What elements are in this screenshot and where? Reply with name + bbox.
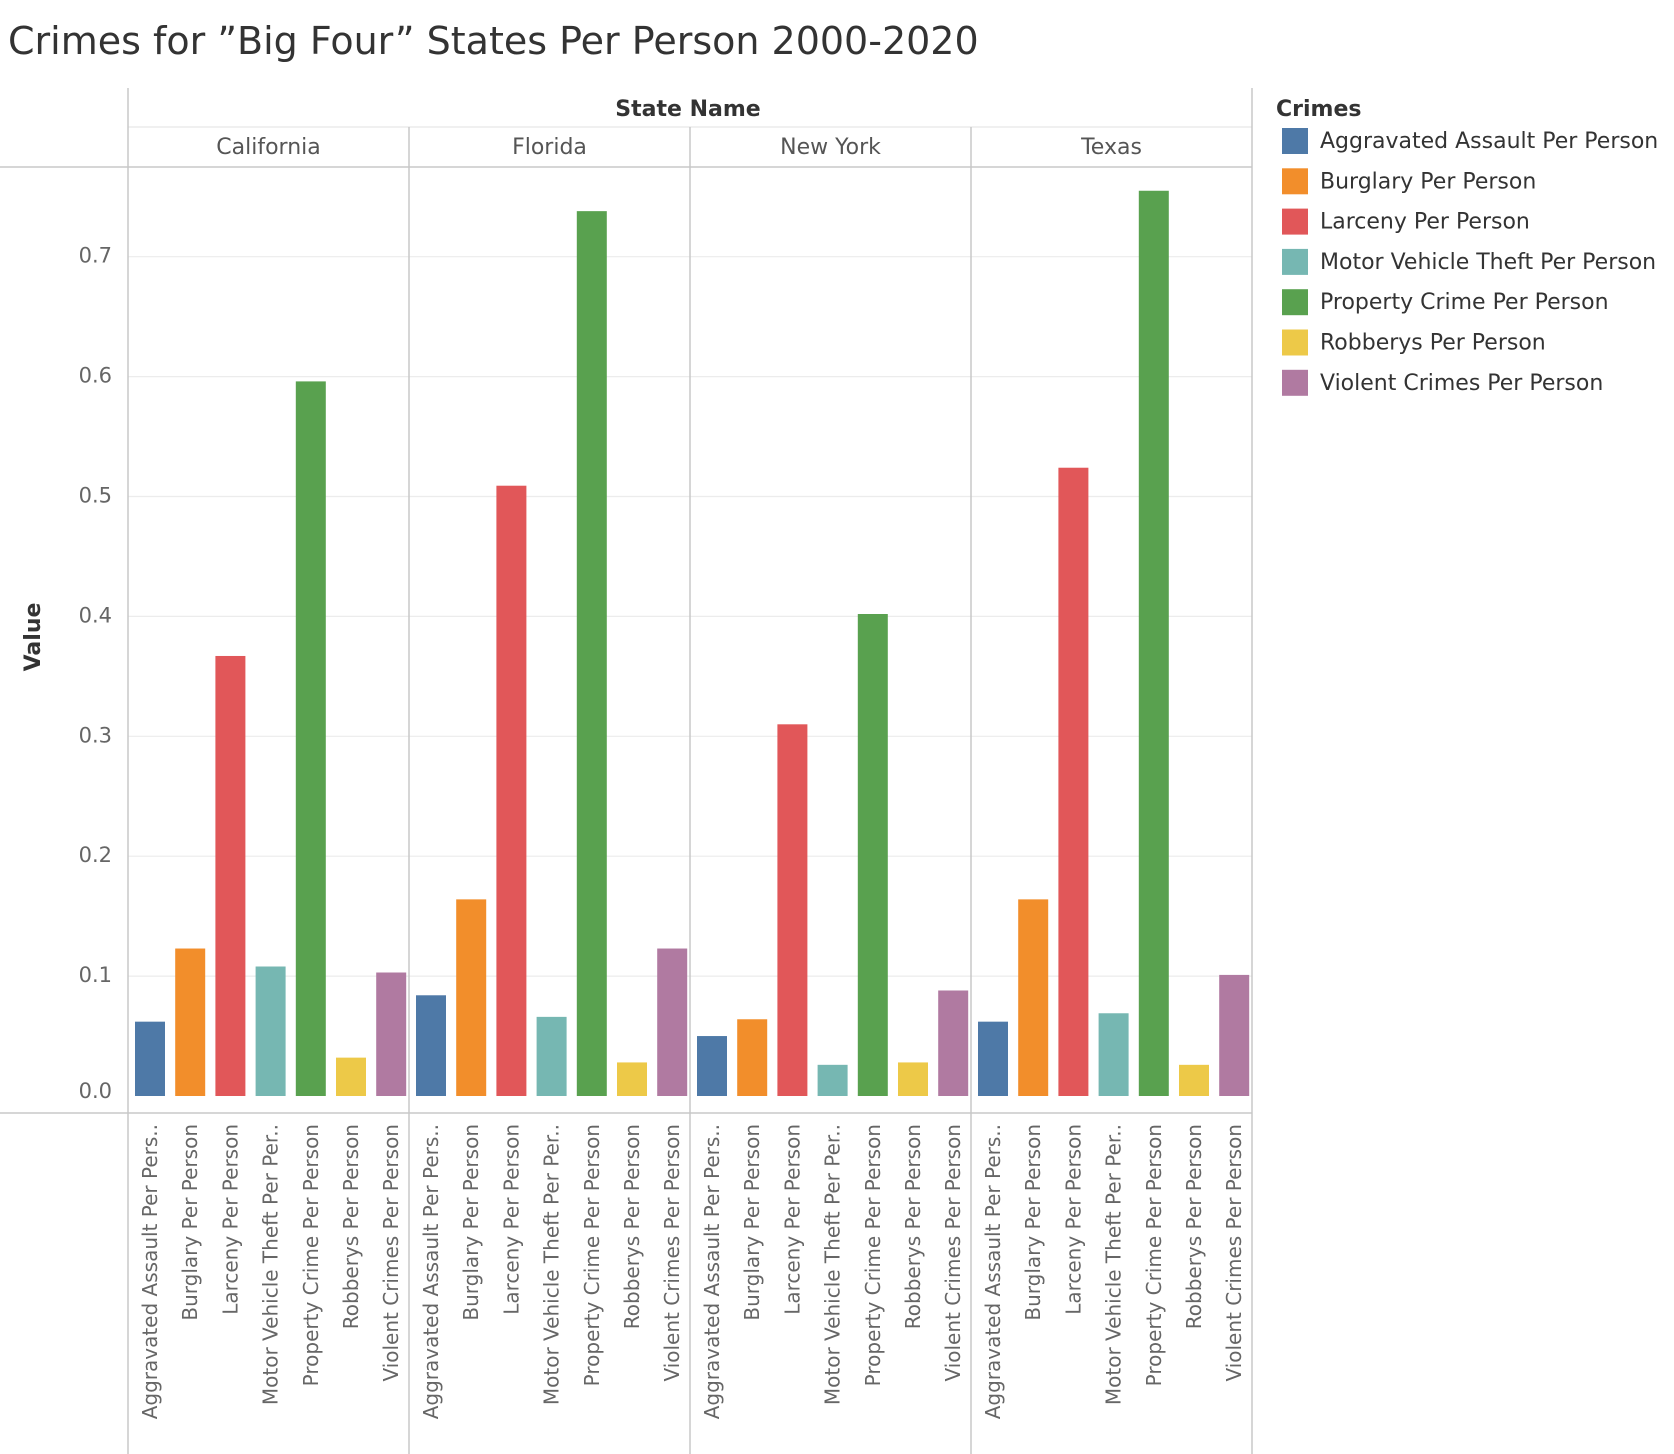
category-label: Robberys Per Person (620, 1124, 644, 1329)
panel-label-florida: Florida (512, 135, 587, 160)
category-label: Aggravated Assault Per Pers.. (419, 1124, 443, 1419)
y-tick-label: 0.5 (79, 484, 112, 508)
category-label: Robberys Per Person (901, 1124, 925, 1329)
bar-new-york-aggravated-assault-per-person (697, 1036, 727, 1096)
bar-texas-motor-vehicle-theft-per-person (1098, 1013, 1129, 1096)
bar-florida-robberys-per-person (617, 1062, 647, 1096)
legend-title: Crimes (1276, 97, 1361, 122)
y-axis-title: Value (21, 603, 46, 672)
panel-label-california: California (216, 135, 320, 160)
legend-label-motor-vehicle-theft-per-person: Motor Vehicle Theft Per Person (1320, 250, 1656, 275)
bars (135, 190, 1250, 1097)
bar-florida-aggravated-assault-per-person (416, 995, 446, 1096)
bar-new-york-property-crime-per-person (857, 614, 888, 1096)
bar-california-larceny-per-person (215, 655, 246, 1096)
column-header: State Name (615, 97, 760, 122)
category-label: Property Crime Per Person (1142, 1124, 1166, 1386)
bar-california-violent-crimes-per-person (376, 972, 407, 1096)
category-label: Aggravated Assault Per Pers.. (700, 1124, 724, 1419)
category-label: Property Crime Per Person (861, 1124, 885, 1386)
panel-label-texas: Texas (1080, 135, 1142, 160)
panel-frames (0, 88, 1253, 1454)
legend-swatch-aggravated-assault-per-person (1282, 128, 1308, 154)
category-label: Larceny Per Person (218, 1124, 242, 1315)
legend-label-robberys-per-person: Robberys Per Person (1320, 331, 1546, 356)
category-label: Larceny Per Person (780, 1124, 804, 1315)
category-label: Violent Crimes Per Person (941, 1124, 965, 1382)
chart-title: Crimes for ”Big Four” States Per Person … (8, 19, 979, 63)
legend-label-violent-crimes-per-person: Violent Crimes Per Person (1320, 371, 1603, 396)
category-label: Burglary Per Person (178, 1124, 202, 1321)
category-label: Aggravated Assault Per Pers.. (138, 1124, 162, 1419)
category-label: Robberys Per Person (339, 1124, 363, 1329)
legend-label-property-crime-per-person: Property Crime Per Person (1320, 290, 1609, 315)
legend-label-burglary-per-person: Burglary Per Person (1320, 169, 1536, 194)
bar-new-york-larceny-per-person (777, 724, 808, 1096)
legend-swatch-robberys-per-person (1282, 329, 1308, 356)
bar-new-york-robberys-per-person (898, 1062, 928, 1096)
y-tick-label: 0.3 (79, 723, 112, 747)
y-axis-ticks: 0.0 0.1 0.2 0.3 0.4 0.5 0.6 0.7 (79, 244, 112, 1103)
y-tick-label: 0.4 (79, 603, 112, 627)
bar-texas-burglary-per-person (1018, 899, 1049, 1096)
legend-swatch-property-crime-per-person (1282, 289, 1308, 316)
bar-texas-aggravated-assault-per-person (978, 1021, 1008, 1096)
category-label: Property Crime Per Person (299, 1124, 323, 1386)
bar-new-york-motor-vehicle-theft-per-person (817, 1064, 848, 1096)
panel-label-new-york: New York (780, 135, 881, 160)
bar-florida-property-crime-per-person (576, 211, 607, 1096)
category-label: Burglary Per Person (740, 1124, 764, 1321)
y-tick-label: 0.0 (79, 1079, 112, 1103)
bar-california-motor-vehicle-theft-per-person (255, 966, 286, 1096)
bar-new-york-burglary-per-person (737, 1019, 768, 1096)
category-label: Property Crime Per Person (580, 1124, 604, 1386)
category-label: Motor Vehicle Theft Per Per.. (821, 1124, 845, 1405)
category-label: Burglary Per Person (1021, 1124, 1045, 1321)
y-tick-label: 0.7 (79, 244, 112, 268)
category-label: Burglary Per Person (459, 1124, 483, 1321)
bar-texas-property-crime-per-person (1138, 190, 1169, 1096)
category-label: Larceny Per Person (1061, 1124, 1085, 1315)
bar-florida-violent-crimes-per-person (657, 948, 688, 1096)
legend-label-aggravated-assault-per-person: Aggravated Assault Per Person (1320, 129, 1658, 154)
bar-california-aggravated-assault-per-person (135, 1021, 165, 1096)
category-label: Violent Crimes Per Person (660, 1124, 684, 1382)
legend-label-larceny-per-person: Larceny Per Person (1320, 210, 1530, 235)
legend-swatch-burglary-per-person (1282, 168, 1308, 195)
bar-california-burglary-per-person (175, 948, 206, 1096)
legend-swatch-motor-vehicle-theft-per-person (1282, 248, 1308, 275)
bar-new-york-violent-crimes-per-person (938, 990, 969, 1096)
y-tick-label: 0.1 (79, 963, 112, 987)
legend-swatch-larceny-per-person (1282, 208, 1308, 235)
legend: Aggravated Assault Per Person Burglary Pe… (1282, 128, 1658, 396)
category-label: Motor Vehicle Theft Per Per.. (540, 1124, 564, 1405)
bar-texas-larceny-per-person (1058, 467, 1089, 1096)
panel-labels: California Florida New York Texas (216, 135, 1142, 160)
category-label: Violent Crimes Per Person (379, 1124, 403, 1382)
bar-california-property-crime-per-person (295, 381, 326, 1096)
category-label: Robberys Per Person (1182, 1124, 1206, 1329)
y-tick-label: 0.2 (79, 843, 112, 867)
category-labels: Aggravated Assault Per Pers.. Burglary Pe… (138, 1124, 1246, 1419)
category-label: Larceny Per Person (499, 1124, 523, 1315)
bar-florida-larceny-per-person (496, 485, 527, 1097)
bar-florida-burglary-per-person (456, 899, 487, 1096)
bar-texas-robberys-per-person (1179, 1064, 1209, 1096)
category-label: Motor Vehicle Theft Per Per.. (1102, 1124, 1126, 1405)
y-tick-label: 0.6 (79, 364, 112, 388)
category-label: Violent Crimes Per Person (1222, 1124, 1246, 1382)
bar-california-robberys-per-person (336, 1057, 366, 1096)
category-label: Aggravated Assault Per Pers.. (981, 1124, 1005, 1419)
bar-texas-violent-crimes-per-person (1219, 974, 1250, 1096)
legend-swatch-violent-crimes-per-person (1282, 369, 1308, 396)
category-label: Motor Vehicle Theft Per Per.. (259, 1124, 283, 1405)
bar-florida-motor-vehicle-theft-per-person (536, 1016, 567, 1096)
